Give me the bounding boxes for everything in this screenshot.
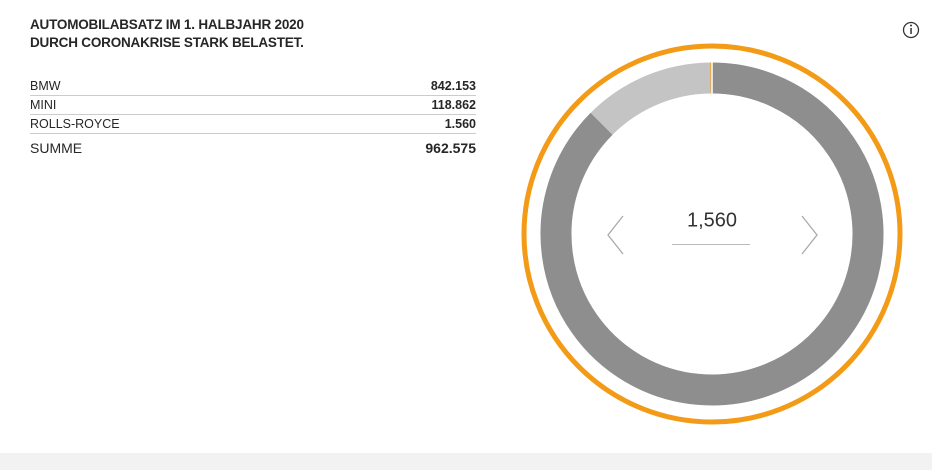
donut-segment: [540, 62, 884, 406]
outer-ring: [521, 43, 903, 425]
table-row: ROLLS-ROYCE 1.560: [30, 116, 476, 134]
sales-table: BMW 842.153 MINI 118.862 ROLLS-ROYCE 1.560 SUM…: [30, 78, 476, 156]
row-label: ROLLS-ROYCE: [30, 117, 120, 131]
prev-arrow[interactable]: [607, 215, 624, 255]
table-row: MINI 118.862: [30, 97, 476, 115]
row-value: 1.560: [444, 117, 476, 131]
row-label: MINI: [30, 98, 57, 112]
info-icon[interactable]: [902, 21, 920, 39]
chart: 1,560: [521, 21, 920, 425]
title-line: DURCH CORONAKRISE STARK BELASTET.: [30, 35, 304, 50]
donut-segment: [590, 62, 711, 135]
center-label: 1,560: [687, 209, 737, 231]
row-value: 118.862: [431, 98, 477, 112]
sum-row: SUMME 962.575: [30, 140, 476, 156]
sum-value: 962.575: [425, 140, 476, 156]
table-row: BMW 842.153: [30, 78, 476, 96]
row-value: 842.153: [430, 79, 476, 93]
sum-label: SUMME: [30, 140, 83, 156]
row-label: BMW: [30, 79, 61, 93]
title-line: AUTOMOBILABSATZ IM 1. HALBJAHR 2020: [30, 17, 304, 32]
next-arrow[interactable]: [801, 215, 818, 255]
title: AUTOMOBILABSATZ IM 1. HALBJAHR 2020 DURC…: [30, 16, 304, 52]
footer-bar: [0, 453, 932, 470]
